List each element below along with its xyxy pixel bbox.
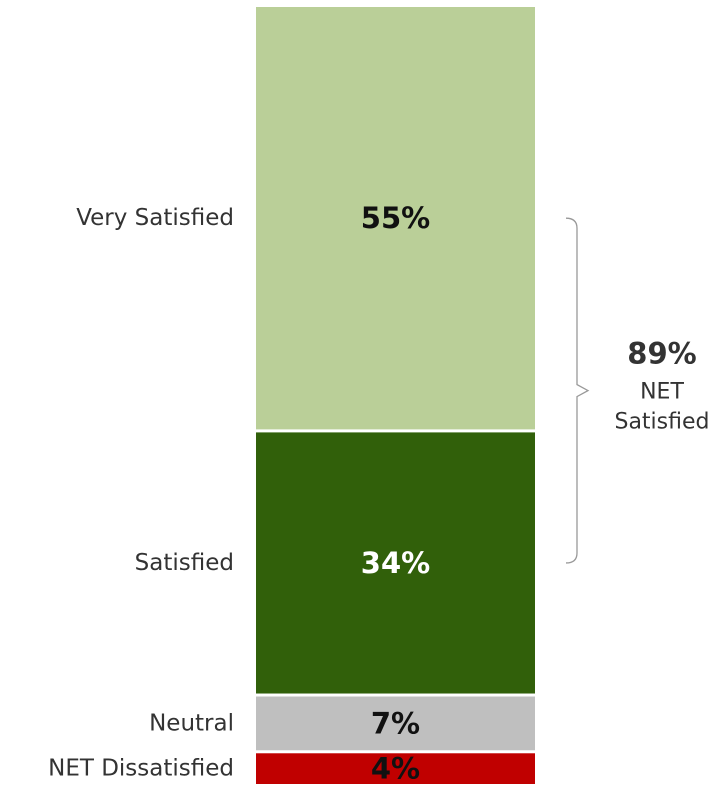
value-label-very-satisfied: 55% — [361, 201, 430, 235]
net-satisfied-value: 89% — [627, 337, 696, 371]
value-label-neutral: 7% — [371, 706, 420, 740]
net-satisfied-annotation: 89% NET Satisfied — [565, 217, 710, 564]
net-bracket — [565, 217, 590, 564]
value-labels: 55% 34% 7% 4% — [361, 201, 430, 785]
category-label-neutral: Neutral — [149, 710, 234, 736]
bar-segment-satisfied — [256, 432, 535, 694]
net-satisfied-label-line1: NET — [640, 380, 684, 405]
bar-segment-net-dissatisfied — [256, 753, 535, 784]
value-label-net-dissatisfied: 4% — [371, 752, 420, 786]
bar-segment-very-satisfied — [256, 7, 535, 430]
bar-segments — [256, 7, 535, 784]
net-satisfied-label-line2: Satisfied — [614, 410, 709, 435]
category-label-very-satisfied: Very Satisfied — [76, 205, 234, 231]
value-label-satisfied: 34% — [361, 546, 430, 580]
bar-segment-neutral — [256, 696, 535, 751]
category-labels: Very Satisfied Satisfied Neutral NET Dissat… — [48, 205, 234, 781]
category-label-satisfied: Satisfied — [135, 550, 234, 576]
category-label-net-dissatisfied: NET Dissatisfied — [48, 756, 234, 782]
